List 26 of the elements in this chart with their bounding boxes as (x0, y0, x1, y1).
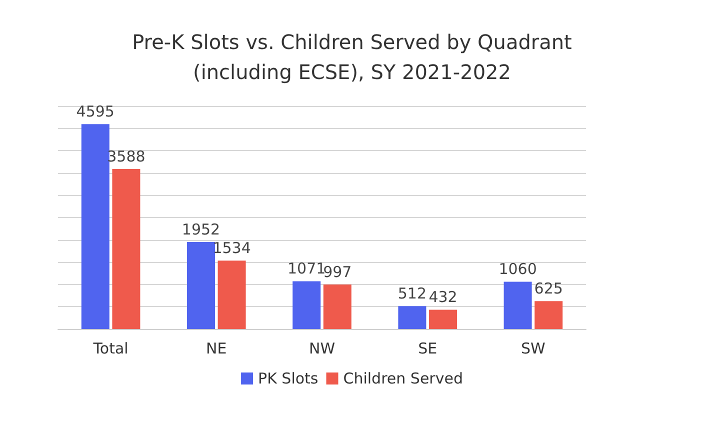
data-label: 4595 (76, 102, 114, 121)
x-tick-label: Total (92, 340, 128, 358)
bar (187, 242, 215, 329)
bar (398, 306, 426, 329)
x-tick-label: SE (418, 340, 438, 358)
data-label: 625 (534, 280, 563, 298)
x-tick-label: NW (308, 340, 336, 358)
data-label: 1071 (288, 260, 326, 278)
data-label: 997 (323, 263, 352, 282)
bar (81, 124, 110, 329)
data-label: 1060 (498, 260, 537, 278)
bar (429, 310, 457, 329)
x-tick-label: NE (206, 340, 227, 358)
bar (504, 282, 532, 329)
legend-label: PK Slots (258, 370, 318, 388)
data-label: 1952 (182, 220, 220, 238)
x-tick-label: SW (521, 340, 546, 358)
bar (112, 168, 140, 329)
chart-title: Pre-K Slots vs. Children Served by Quadrant (including ECSE), SY 2021-2022 (132, 30, 572, 84)
data-label: 432 (428, 288, 458, 306)
bar (534, 301, 563, 329)
bar (292, 281, 321, 329)
bar (218, 260, 246, 329)
data-label: 512 (398, 284, 427, 303)
legend-label: Children Served (343, 370, 463, 388)
bar (323, 284, 352, 329)
